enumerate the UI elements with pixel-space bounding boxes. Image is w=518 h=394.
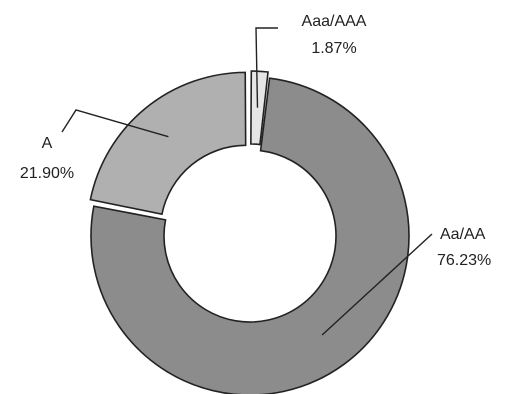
slice-name-label-aaa: Aaa/AAA bbox=[302, 13, 367, 30]
slice-name-label-a: A bbox=[42, 135, 53, 152]
slice-name-label-aa: Aa/AA bbox=[440, 226, 486, 243]
donut-slices bbox=[89, 70, 410, 394]
leader-line-aa bbox=[321, 233, 433, 336]
slice-value-label-a: 21.90% bbox=[20, 165, 74, 182]
slice-a bbox=[89, 71, 247, 216]
leader-line-a bbox=[61, 109, 169, 138]
slice-value-label-aaa: 1.87% bbox=[311, 40, 356, 57]
leader-line-aaa bbox=[255, 27, 278, 108]
slice-value-label-aa: 76.23% bbox=[437, 252, 491, 269]
leader-lines bbox=[61, 27, 433, 336]
slice-aa-aa bbox=[90, 77, 410, 394]
